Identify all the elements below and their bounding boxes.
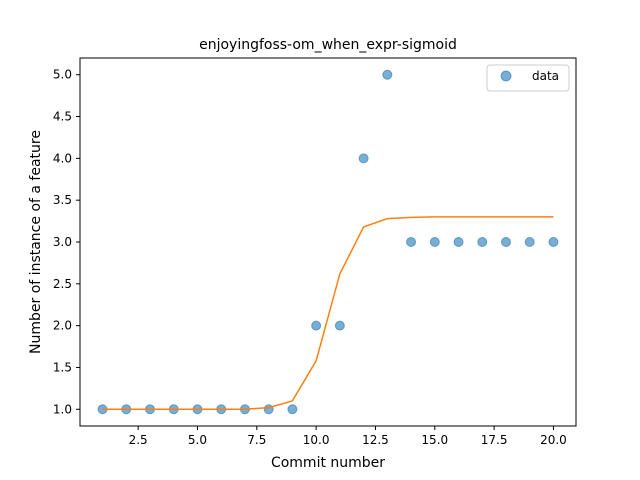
- data-point: [334, 320, 345, 331]
- y-tick-label: 3.0: [53, 235, 72, 249]
- x-tick-label: 2.5: [129, 433, 148, 447]
- chart-title: enjoyingfoss-om_when_expr-sigmoid: [199, 37, 457, 53]
- x-axis-label: Commit number: [271, 455, 385, 471]
- x-tick-label: 15.0: [421, 433, 448, 447]
- x-tick-label: 12.5: [362, 433, 389, 447]
- fit-line: [102, 216, 554, 411]
- y-tick-label: 3.5: [53, 193, 72, 207]
- data-point: [382, 69, 393, 80]
- y-tick-label: 1.0: [53, 402, 72, 416]
- plot-area: [79, 57, 577, 427]
- legend: data: [486, 64, 570, 92]
- y-tick-label: 1.5: [53, 360, 72, 374]
- data-point: [311, 320, 322, 331]
- y-axis-label: Number of instance of a feature: [28, 130, 44, 354]
- data-point: [548, 237, 559, 247]
- legend-marker-data: [500, 70, 512, 82]
- y-tick-label: 2.0: [53, 319, 72, 333]
- x-axis-ticks: 2.5 5.0 7.5 10.0 12.5 15.0 17.5 20.0: [129, 426, 567, 447]
- y-tick-label: 4.0: [53, 151, 72, 165]
- legend-label-data: data: [532, 69, 559, 83]
- data-point: [477, 237, 488, 247]
- data-point: [429, 237, 440, 247]
- x-tick-label: 7.5: [247, 433, 266, 447]
- data-point: [500, 237, 511, 247]
- data-point: [358, 153, 369, 164]
- y-tick-label: 2.5: [53, 277, 72, 291]
- data-point: [287, 404, 298, 415]
- data-point: [524, 237, 535, 247]
- y-axis-ticks: 1.0 1.5 2.0 2.5 3.0 3.5 4.0 4.5 5.0: [53, 68, 80, 416]
- x-tick-label: 17.5: [481, 433, 508, 447]
- x-tick-label: 5.0: [188, 433, 207, 447]
- y-tick-label: 4.5: [53, 110, 72, 124]
- y-tick-label: 5.0: [53, 68, 72, 82]
- x-tick-label: 10.0: [303, 433, 330, 447]
- x-tick-label: 20.0: [540, 433, 567, 447]
- data-point: [453, 237, 464, 247]
- data-point: [406, 237, 417, 247]
